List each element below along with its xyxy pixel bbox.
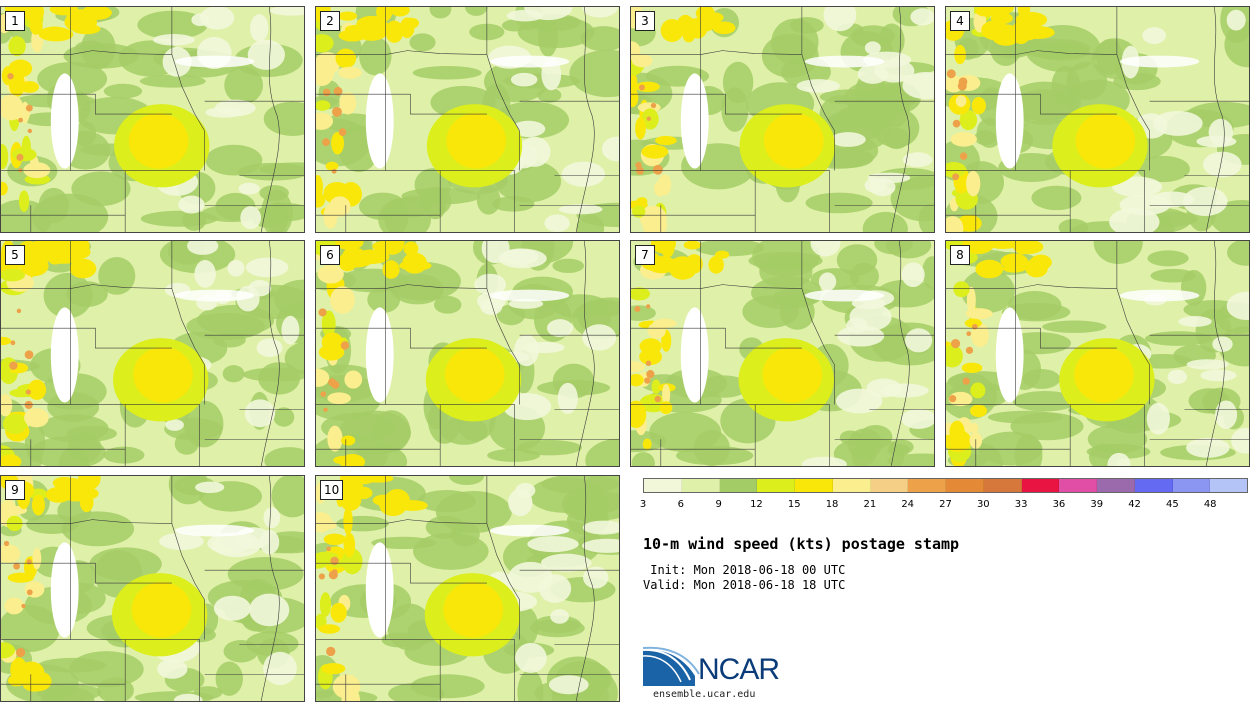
colorbar-segment — [908, 479, 946, 492]
colorbar-tick-label: 24 — [901, 499, 915, 510]
member-label: 9 — [5, 480, 25, 500]
postage-stamp-panel-9: 9 — [0, 475, 305, 702]
colorbar-segment — [719, 479, 758, 492]
member-label: 10 — [320, 480, 344, 500]
colorbar-tick-labels: 3 6 9 12 15 18 21 24 27 30 33 36 39 42 45 48 — [639, 499, 1248, 513]
wind-speed-map — [316, 476, 619, 701]
postage-stamp-panel-8: 8 — [945, 240, 1250, 467]
colorbar-tick-label: 15 — [787, 499, 801, 510]
colorbar-tick-label: 36 — [1052, 499, 1066, 510]
wind-speed-map — [316, 7, 619, 232]
member-label: 5 — [5, 245, 25, 265]
valid-time: Valid: Mon 2018-06-18 18 UTC — [643, 578, 846, 592]
colorbar-segment — [795, 479, 833, 492]
colorbar-tick-label: 9 — [715, 499, 722, 510]
colorbar-segment — [946, 479, 984, 492]
colorbar-tick-label: 42 — [1128, 499, 1141, 510]
member-label: 4 — [950, 11, 970, 31]
colorbar-segment — [1172, 479, 1211, 492]
colorbar-segment — [1210, 479, 1247, 492]
colorbar-tick-label: 48 — [1203, 499, 1217, 510]
colorbar-segment — [832, 479, 871, 492]
colorbar-tick-label: 33 — [1014, 499, 1028, 510]
wind-speed-map — [316, 241, 619, 466]
colorbar-segment — [1021, 479, 1060, 492]
wind-speed-map — [1, 7, 304, 232]
site-url[interactable]: ensemble.ucar.edu — [653, 689, 756, 700]
colorbar-segment — [681, 479, 720, 492]
wind-speed-map — [1, 241, 304, 466]
colorbar-segment — [1134, 479, 1173, 492]
colorbar-segment — [983, 479, 1022, 492]
wind-speed-map — [1, 476, 304, 701]
logo-text: NCAR — [698, 653, 780, 686]
postage-stamp-panel-4: 4 — [945, 6, 1250, 233]
wind-speed-map — [946, 241, 1249, 466]
ncar-logo-icon — [643, 646, 700, 686]
colorbar-segment — [757, 479, 795, 492]
init-time: Init: Mon 2018-06-18 00 UTC — [643, 563, 846, 577]
colorbar-tick-label: 27 — [939, 499, 952, 510]
colorbar-tick-label: 39 — [1090, 499, 1104, 510]
colorbar-tick-label: 45 — [1166, 499, 1179, 510]
colorbar-tick-label: 30 — [976, 499, 990, 510]
postage-stamp-panel-10: 10 — [315, 475, 620, 702]
postage-stamp-panel-3: 3 — [630, 6, 935, 233]
colorbar — [643, 478, 1248, 493]
wind-speed-map — [631, 241, 934, 466]
member-label: 2 — [320, 11, 340, 31]
postage-stamp-panel-7: 7 — [630, 240, 935, 467]
colorbar-segment — [870, 479, 909, 492]
colorbar-tick-label: 21 — [863, 499, 877, 510]
postage-stamp-panel-1: 1 — [0, 6, 305, 233]
postage-stamp-panel-2: 2 — [315, 6, 620, 233]
colorbar-segment — [1097, 479, 1135, 492]
colorbar-tick-label: 6 — [677, 499, 684, 510]
postage-stamp-panel-5: 5 — [0, 240, 305, 467]
colorbar-segment — [644, 479, 682, 492]
wind-speed-map — [946, 7, 1249, 232]
member-label: 7 — [635, 245, 655, 265]
wind-speed-map — [631, 7, 934, 232]
colorbar-tick-label: 12 — [750, 499, 763, 510]
colorbar-tick-label: 3 — [639, 499, 647, 510]
member-label: 6 — [320, 245, 340, 265]
postage-stamp-panel-6: 6 — [315, 240, 620, 467]
plot-title: 10-m wind speed (kts) postage stamp — [643, 535, 960, 553]
colorbar-segment — [1059, 479, 1097, 492]
member-label: 1 — [5, 11, 25, 31]
colorbar-tick-label: 18 — [825, 499, 839, 510]
member-label: 8 — [950, 245, 970, 265]
member-label: 3 — [635, 11, 655, 31]
